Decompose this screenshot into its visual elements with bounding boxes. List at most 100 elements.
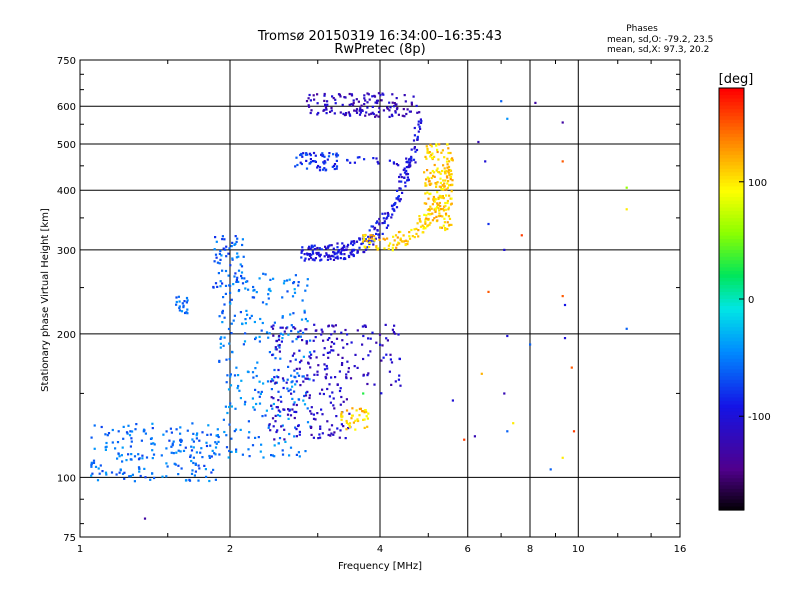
echo-point bbox=[215, 434, 218, 437]
echo-point bbox=[293, 352, 296, 355]
echo-point bbox=[393, 324, 396, 327]
echo-point bbox=[222, 344, 225, 347]
echo-point bbox=[209, 433, 212, 436]
echo-point bbox=[425, 217, 428, 220]
echo-point bbox=[172, 452, 175, 455]
colorbar-segment bbox=[719, 422, 744, 427]
echo-point bbox=[293, 410, 296, 413]
echo-point bbox=[360, 242, 363, 246]
echo-point bbox=[330, 244, 333, 247]
echo-point bbox=[369, 337, 372, 340]
echo-point bbox=[237, 269, 241, 272]
echo-point bbox=[203, 464, 206, 467]
echo-point bbox=[389, 242, 392, 245]
echo-point bbox=[443, 217, 446, 220]
echo-point bbox=[233, 243, 236, 246]
echo-point bbox=[332, 251, 335, 254]
echo-point bbox=[346, 333, 349, 336]
plot-frame bbox=[79, 59, 681, 538]
echo-point bbox=[280, 400, 283, 403]
echo-point bbox=[359, 108, 362, 111]
echo-point bbox=[323, 94, 326, 97]
echo-point bbox=[397, 164, 400, 167]
echo-point bbox=[403, 171, 407, 174]
echo-point bbox=[214, 478, 217, 481]
echo-point bbox=[364, 114, 367, 117]
echo-point bbox=[431, 203, 434, 206]
echo-point bbox=[326, 246, 330, 249]
echo-point bbox=[258, 402, 262, 405]
echo-point bbox=[214, 253, 218, 256]
echo-point bbox=[386, 107, 389, 110]
echo-point bbox=[294, 358, 297, 361]
echo-point bbox=[355, 98, 358, 101]
echo-point bbox=[197, 479, 200, 482]
colorbar-segment bbox=[719, 281, 744, 286]
echo-point bbox=[236, 387, 239, 390]
echo-point bbox=[416, 111, 419, 114]
colorbar-segment bbox=[719, 105, 744, 110]
echo-point bbox=[291, 397, 294, 400]
echo-point bbox=[366, 92, 369, 95]
echo-point bbox=[353, 109, 356, 112]
echo-point bbox=[192, 440, 195, 443]
echo-point bbox=[381, 212, 384, 215]
echo-point bbox=[392, 162, 396, 165]
echo-point bbox=[244, 400, 247, 403]
stats-line-x: mean, sd,X: 97.3, 20.2 bbox=[607, 45, 709, 55]
echo-point bbox=[371, 105, 374, 108]
echo-point bbox=[328, 255, 331, 258]
echo-point bbox=[393, 102, 396, 105]
colorbar-segment bbox=[719, 218, 744, 223]
echo-point bbox=[388, 370, 391, 373]
echo-point bbox=[307, 258, 311, 261]
echo-point bbox=[354, 419, 357, 422]
echo-point bbox=[393, 105, 396, 108]
echo-point bbox=[292, 312, 295, 315]
echo-point bbox=[363, 94, 366, 97]
echo-point bbox=[368, 245, 371, 249]
echo-point bbox=[355, 111, 359, 114]
echo-point bbox=[340, 331, 343, 334]
echo-point bbox=[215, 442, 218, 445]
echo-point bbox=[321, 388, 324, 391]
echo-point bbox=[433, 217, 436, 220]
echo-point bbox=[366, 382, 369, 386]
echo-point bbox=[228, 301, 232, 304]
echo-point bbox=[326, 158, 329, 161]
echo-point bbox=[215, 256, 218, 259]
echo-point bbox=[144, 432, 147, 435]
echo-point bbox=[447, 180, 450, 183]
echo-point bbox=[336, 246, 339, 249]
echo-point bbox=[348, 92, 351, 96]
echo-point bbox=[413, 146, 416, 149]
echo-point bbox=[403, 115, 406, 118]
echo-point bbox=[388, 159, 391, 162]
echo-point bbox=[266, 380, 270, 383]
echo-point bbox=[291, 408, 294, 411]
echo-point bbox=[247, 288, 250, 291]
echo-point bbox=[398, 187, 401, 190]
colorbar-segment bbox=[719, 316, 744, 321]
echo-point bbox=[415, 227, 418, 230]
echo-point bbox=[433, 163, 436, 167]
colorbar-segment bbox=[719, 362, 744, 367]
echo-point bbox=[365, 415, 368, 418]
echo-point bbox=[277, 338, 281, 341]
echo-point bbox=[308, 394, 311, 397]
echo-point bbox=[395, 246, 398, 249]
echo-point bbox=[448, 223, 451, 226]
echo-point bbox=[128, 434, 132, 437]
colorbar-segment bbox=[719, 253, 744, 258]
echo-point bbox=[226, 374, 229, 377]
echo-point bbox=[412, 139, 416, 142]
echo-point bbox=[355, 108, 359, 111]
echo-point bbox=[327, 255, 330, 258]
colorbar-segment bbox=[719, 211, 744, 216]
echo-point bbox=[126, 432, 129, 435]
echo-point bbox=[111, 441, 114, 444]
echo-point bbox=[183, 300, 186, 303]
colorbar-segment bbox=[719, 263, 744, 268]
echo-point bbox=[290, 392, 293, 395]
echo-point bbox=[433, 200, 436, 203]
